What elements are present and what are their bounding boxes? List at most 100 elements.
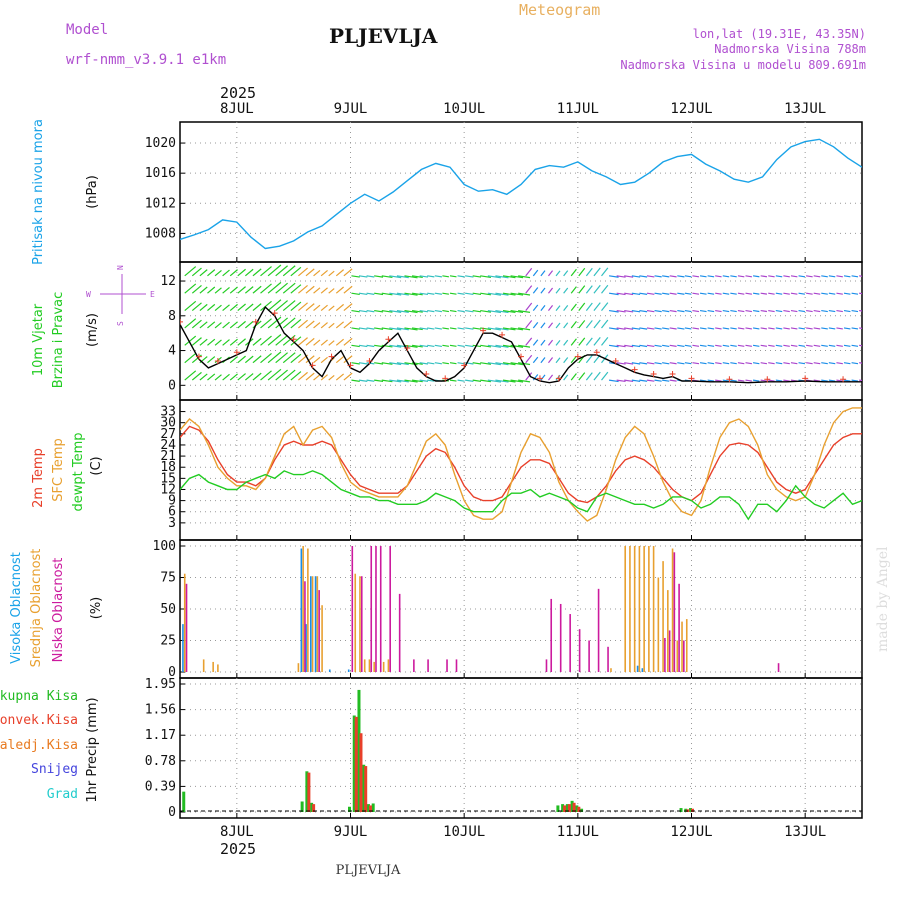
wind-vector	[465, 327, 474, 330]
wind-vector	[760, 275, 768, 278]
wind-vector	[707, 379, 715, 382]
wind-vector	[555, 339, 561, 346]
wind-vector	[290, 353, 302, 364]
wind-vector	[722, 362, 730, 365]
bar-clouds-0	[305, 624, 307, 672]
wind-vector	[821, 379, 828, 382]
bar-clouds-2	[559, 603, 562, 672]
wind-vector	[237, 355, 246, 364]
wind-vector	[525, 285, 533, 294]
wind-vector	[252, 268, 262, 277]
wind-vector	[191, 285, 202, 294]
y-tick-label: 1016	[145, 166, 176, 181]
wind-vector	[244, 320, 254, 329]
bar-precipitation-1	[354, 716, 358, 812]
wind-vector	[631, 327, 641, 330]
wind-vector	[525, 372, 533, 381]
wind-vector	[252, 355, 262, 364]
wind-vector	[358, 344, 368, 348]
wind-vector	[624, 309, 634, 313]
wind-vector	[411, 344, 423, 348]
bar-clouds-0	[310, 576, 312, 672]
wind-vector	[563, 305, 569, 311]
wind-vector	[692, 309, 700, 313]
wind-vector	[540, 270, 546, 277]
wind-vector	[343, 355, 353, 364]
wind-vector	[715, 309, 722, 313]
wind-vector	[389, 362, 402, 366]
wind-vector	[229, 321, 238, 329]
wind-vector	[343, 372, 353, 381]
wind-vector	[616, 292, 626, 296]
wind-vector	[465, 309, 474, 313]
wind-vector	[404, 379, 418, 383]
bar-clouds-0	[636, 665, 639, 672]
wind-vector	[480, 344, 492, 348]
wind-vector	[480, 362, 492, 365]
wind-vector	[813, 362, 821, 365]
wind-vector	[646, 309, 655, 313]
wind-vector	[457, 275, 465, 278]
wind-vector	[563, 322, 569, 329]
wind-vector	[351, 379, 360, 382]
bar-precipitation-0	[371, 803, 375, 812]
wind-vector	[707, 275, 715, 278]
wind-vector	[715, 344, 722, 347]
bar-clouds-2	[375, 546, 377, 672]
wind-vector	[510, 275, 524, 279]
panel-clouds: 0 25 50 75 100	[153, 539, 863, 680]
wind-vector	[298, 319, 308, 329]
gust-marker	[480, 327, 487, 334]
bar-clouds-2	[668, 630, 671, 672]
wind-vector	[465, 344, 474, 348]
bar-clouds-1	[387, 659, 390, 672]
wind-vector	[662, 344, 670, 348]
wind-vector	[601, 371, 609, 381]
wind-vector	[434, 327, 443, 330]
wind-vector	[570, 321, 577, 329]
wind-vector	[540, 339, 546, 346]
bottom-day-labels: 8JUL 9JUL 10JUL 11JUL 12JUL 13JUL	[220, 824, 826, 840]
wind-vector	[578, 337, 586, 346]
bar-clouds-1	[373, 661, 375, 672]
wind-vector	[427, 275, 435, 278]
panels: 1008101210161020048123691215182124273033…	[145, 121, 863, 820]
bar-clouds-0	[328, 669, 331, 672]
wind-vector	[578, 302, 586, 311]
wind-vector	[351, 362, 360, 365]
wind-vector	[752, 379, 760, 382]
wind-vector	[851, 344, 859, 347]
wind-vector	[760, 362, 768, 365]
wind-vector	[449, 379, 457, 382]
wind-vector	[722, 379, 730, 382]
panel-plot-area	[182, 546, 780, 672]
bar-clouds-1	[359, 576, 361, 672]
bar-precipitation-0	[561, 804, 565, 812]
wind-vector	[836, 309, 843, 313]
wind-vector	[631, 379, 641, 382]
bar-precipitation-0	[357, 689, 361, 812]
wind-vector	[487, 275, 501, 279]
wind-vector	[480, 327, 492, 331]
wind-vector	[843, 327, 851, 330]
y-tick-label: 50	[160, 602, 176, 617]
coords-label: lon,lat (19.31E, 43.35N)	[693, 27, 866, 41]
wind-vector	[836, 344, 843, 347]
wind-vector	[730, 309, 737, 313]
bar-clouds-1	[321, 605, 323, 672]
wind-vector	[790, 344, 798, 347]
wind-vector	[798, 292, 806, 295]
wind-vector	[214, 304, 222, 312]
wind-vector	[768, 292, 775, 295]
gust-marker	[233, 349, 240, 356]
wind-vector	[313, 356, 321, 364]
bar-clouds-1	[297, 663, 300, 672]
wind-vector	[616, 379, 626, 383]
gust-marker	[385, 336, 392, 343]
gust-marker	[180, 318, 183, 325]
wind-vector	[374, 292, 384, 296]
gust-marker	[840, 376, 847, 383]
wind-vector	[806, 327, 813, 330]
y-tick-label: 21	[160, 449, 176, 464]
wind-vector	[752, 292, 760, 295]
